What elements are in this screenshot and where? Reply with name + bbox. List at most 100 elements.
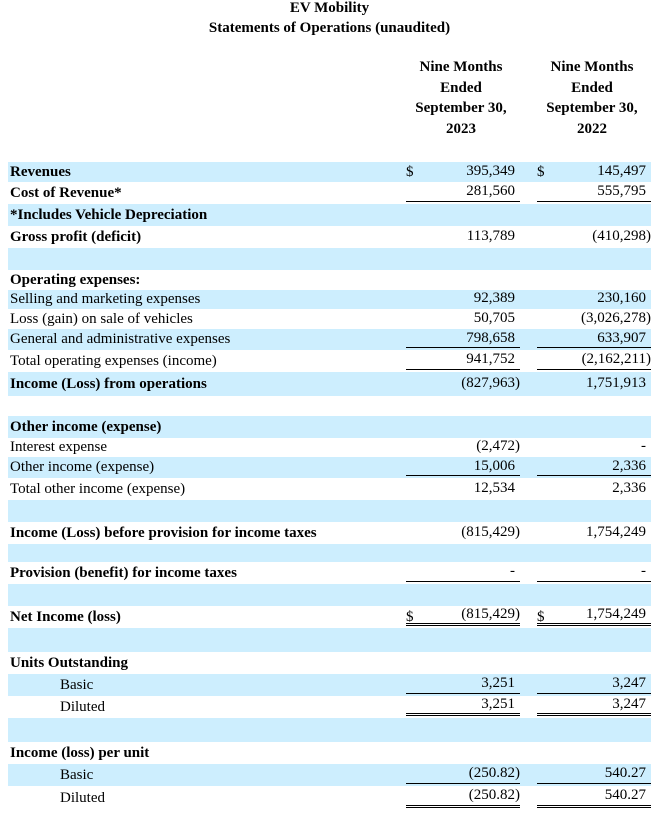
value: 540.27: [537, 786, 651, 808]
spacer-row: [8, 628, 651, 652]
value: 2,336: [612, 479, 646, 496]
value: -: [537, 562, 651, 582]
value: (815,429): [406, 606, 520, 626]
value: 92,389: [473, 290, 515, 306]
value: 395,349: [466, 162, 515, 179]
spacer-row: [8, 544, 651, 562]
value: 230,160: [597, 290, 646, 306]
value: 3,247: [537, 696, 651, 716]
row-label: Loss (gain) on sale of vehicles: [10, 310, 193, 327]
column-header: Ended: [440, 79, 482, 96]
row-label: Diluted: [60, 789, 105, 806]
table-row: General and administrative expenses 798,6…: [8, 329, 651, 350]
value: 555,795: [537, 182, 651, 202]
title: EV Mobility: [289, 0, 370, 16]
table-row: Cost of Revenue* 281,560 555,795: [8, 182, 651, 204]
row-label: Gross profit (deficit): [10, 228, 142, 245]
row-label: Operating expenses:: [10, 271, 141, 288]
table-row: Basic (250.82) 540.27: [8, 764, 651, 786]
value: 281,560: [406, 182, 520, 202]
table-row: Operating expenses:: [8, 270, 651, 290]
value: (3,026,278): [581, 309, 651, 326]
row-label: Other income (expense): [10, 459, 155, 475]
value: 113,789: [466, 227, 515, 244]
value: 540.27: [537, 764, 651, 784]
spacer-row: [8, 718, 651, 742]
value: 3,251: [406, 696, 520, 716]
table-row: Other income (expense) 15,006 2,336: [8, 457, 651, 478]
value: 798,658: [406, 329, 520, 348]
value: 1,751,913: [586, 374, 646, 391]
table-row: Net Income (loss) $ (815,429) $1,754,249: [8, 606, 651, 628]
row-label: Total other income (expense): [10, 480, 186, 497]
table-row: *Includes Vehicle Depreciation: [8, 204, 651, 226]
value: 1,754,249: [586, 523, 646, 540]
row-label: Basic: [60, 676, 94, 693]
table-row: Gross profit (deficit) 113,789 (410,298): [8, 226, 651, 248]
value: -: [406, 562, 520, 582]
spacer-row: [8, 396, 651, 416]
row-label: Income (loss) per unit: [10, 744, 150, 761]
row-label: Revenues: [10, 163, 71, 180]
currency: $: [537, 608, 545, 625]
value: 50,705: [473, 309, 515, 326]
value: 3,247: [537, 674, 651, 694]
column-header: Nine Months: [550, 59, 634, 75]
value: 145,497: [597, 162, 646, 179]
value: 1,754,249: [537, 606, 651, 626]
currency: $: [537, 163, 545, 180]
row-label: Total operating expenses (income): [10, 352, 217, 369]
row-label: Other income (expense): [10, 418, 162, 435]
row-label: Units Outstanding: [10, 654, 128, 671]
table-row: Diluted 3,251 3,247: [8, 696, 651, 718]
row-label: Diluted: [60, 698, 105, 715]
value: (827,963): [461, 374, 520, 391]
row-label: *Includes Vehicle Depreciation: [10, 206, 208, 223]
column-header: Nine Months: [419, 59, 503, 75]
column-header: 2022: [577, 120, 607, 137]
table-row: Other income (expense): [8, 416, 651, 438]
table-row: Basic 3,251 3,247: [8, 674, 651, 696]
currency: $: [406, 163, 414, 180]
spacer-row: [8, 584, 651, 606]
value: (250.82): [406, 786, 520, 808]
table-row: Selling and marketing expenses 92,389 230,…: [8, 290, 651, 309]
row-label: General and administrative expenses: [10, 331, 231, 347]
value: -: [641, 438, 646, 454]
value: (250.82): [406, 764, 520, 784]
row-label: Basic: [60, 766, 94, 783]
table-row: Income (Loss) before provision for incom…: [8, 522, 651, 544]
spacer-row: [8, 500, 651, 522]
row-label: Provision (benefit) for income taxes: [10, 564, 237, 581]
value: 3,251: [406, 674, 520, 694]
column-header: September 30,: [546, 100, 638, 116]
value: 12,534: [473, 479, 515, 496]
row-label: Income (Loss) from operations: [10, 375, 207, 392]
row-label: Interest expense: [10, 439, 108, 455]
row-label: Net Income (loss): [10, 608, 121, 625]
table-row: Income (Loss) from operations (827,963) 1,…: [8, 372, 651, 396]
currency: $: [406, 608, 414, 625]
value: (2,472): [476, 438, 520, 454]
value: (2,162,211): [537, 350, 651, 370]
table-row: Income (loss) per unit: [8, 742, 651, 764]
column-header: September 30,: [415, 100, 507, 116]
table-row: Provision (benefit) for income taxes - -: [8, 562, 651, 584]
table-row: Total other income (expense) 12,534 2,336: [8, 478, 651, 500]
table-row: Revenues $395,349 $145,497: [8, 162, 651, 182]
spacer-row: [8, 248, 651, 270]
table-row: Interest expense (2,472) -: [8, 438, 651, 457]
table-row: Total operating expenses (income) 941,752…: [8, 350, 651, 372]
value: 633,907: [537, 329, 651, 348]
value: (410,298): [592, 227, 651, 244]
subtitle: Statements of Operations (unaudited): [208, 20, 451, 36]
table-row: Diluted (250.82) 540.27: [8, 786, 651, 810]
value: (815,429): [461, 523, 520, 540]
value: 941,752: [406, 350, 520, 370]
row-label: Selling and marketing expenses: [10, 291, 201, 307]
table-row: Units Outstanding: [8, 652, 651, 674]
value: 2,336: [537, 457, 651, 476]
row-label: Cost of Revenue*: [10, 184, 122, 201]
table-row: Loss (gain) on sale of vehicles 50,705 (3,…: [8, 309, 651, 329]
